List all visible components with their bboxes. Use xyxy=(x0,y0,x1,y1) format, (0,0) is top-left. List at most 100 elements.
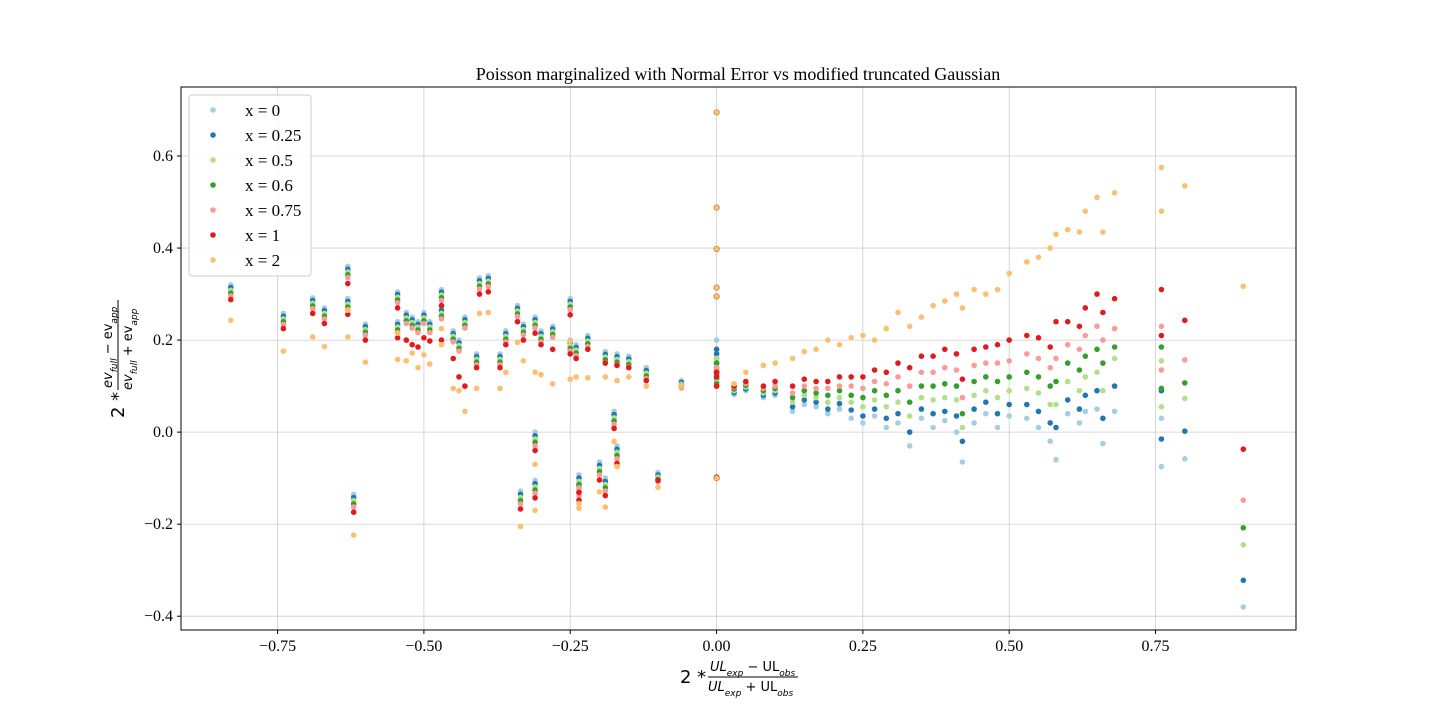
data-point-x06 xyxy=(883,392,890,399)
data-point-x075 xyxy=(1182,357,1188,363)
data-point-x075 xyxy=(438,316,445,322)
x-tick-label: 0.75 xyxy=(1142,638,1170,655)
data-point-x075 xyxy=(895,374,901,380)
data-point-x1 xyxy=(825,378,831,385)
data-point-x025 xyxy=(813,399,819,406)
data-point-x075 xyxy=(1035,355,1042,362)
data-point-x1 xyxy=(427,338,433,344)
data-point-x075 xyxy=(959,394,966,401)
data-point-x2 xyxy=(1100,229,1106,235)
data-point-x0 xyxy=(713,337,720,343)
data-point-x06 xyxy=(918,383,925,389)
data-point-x025 xyxy=(895,410,901,417)
data-point-x1 xyxy=(971,346,977,353)
data-point-x2 xyxy=(394,356,401,363)
data-point-x2 xyxy=(743,369,749,376)
data-point-x1 xyxy=(1076,323,1083,330)
legend-label: x = 0.5 xyxy=(245,151,293,170)
data-point-x06 xyxy=(813,390,819,396)
data-point-x0 xyxy=(1111,408,1118,415)
data-point-x2 xyxy=(476,310,483,317)
data-point-x0 xyxy=(1158,415,1165,422)
data-point-x075 xyxy=(860,385,866,392)
data-point-x05 xyxy=(1082,374,1089,380)
data-point-x1 xyxy=(532,447,538,454)
data-point-x075 xyxy=(532,325,538,331)
data-point-x2 xyxy=(626,374,632,380)
data-point-x1 xyxy=(476,291,483,297)
data-point-x1 xyxy=(906,364,913,371)
data-point-x075 xyxy=(321,316,328,322)
data-point-x1 xyxy=(345,311,351,318)
data-point-x025 xyxy=(942,408,948,415)
data-point-x075 xyxy=(476,286,483,292)
data-point-x0 xyxy=(983,410,989,417)
data-point-x2 xyxy=(611,438,617,445)
data-point-x075 xyxy=(602,488,609,494)
data-point-x1 xyxy=(473,364,480,371)
data-point-x1 xyxy=(789,383,796,389)
data-point-x025 xyxy=(713,346,720,353)
data-point-x1 xyxy=(813,378,819,385)
data-point-x075 xyxy=(456,348,462,354)
data-point-x2 xyxy=(567,376,573,383)
data-point-x0 xyxy=(953,429,960,435)
data-point-x1 xyxy=(309,310,316,317)
data-point-x1 xyxy=(1047,344,1053,350)
data-point-x1 xyxy=(409,341,416,348)
data-point-x2 xyxy=(772,360,778,366)
data-point-x075 xyxy=(983,360,989,366)
data-point-x025 xyxy=(713,351,720,357)
data-point-x05 xyxy=(906,413,913,419)
data-point-x2 xyxy=(549,381,556,387)
data-point-x1 xyxy=(438,337,445,343)
data-point-x025 xyxy=(994,410,1001,417)
data-point-x075 xyxy=(1100,337,1106,343)
data-point-x1 xyxy=(573,355,579,362)
legend-label: x = 0.75 xyxy=(245,201,301,220)
data-point-x05 xyxy=(1047,401,1053,408)
data-point-x1 xyxy=(403,337,410,343)
data-point-x05 xyxy=(1240,542,1247,548)
data-point-x2 xyxy=(1240,283,1247,290)
data-point-x075 xyxy=(953,367,960,373)
data-point-x2 xyxy=(415,364,421,371)
data-point-x1 xyxy=(485,289,492,295)
data-point-x2 xyxy=(228,317,234,324)
data-point-x025 xyxy=(959,438,966,445)
data-point-x05 xyxy=(994,394,1001,401)
data-point-x2 xyxy=(953,291,960,297)
data-point-x0 xyxy=(1053,456,1059,463)
data-point-x2 xyxy=(517,523,524,530)
data-point-x2 xyxy=(731,381,737,387)
data-point-x2 xyxy=(713,284,720,291)
data-point-x06 xyxy=(959,410,966,417)
data-point-x1 xyxy=(228,296,234,303)
data-point-x2 xyxy=(409,350,416,356)
data-point-x05 xyxy=(1053,401,1059,408)
data-point-x1 xyxy=(394,335,401,341)
data-point-x075 xyxy=(517,501,524,507)
data-point-x075 xyxy=(409,325,416,331)
data-point-x05 xyxy=(1158,358,1165,364)
data-point-x025 xyxy=(789,404,796,410)
y-tick-label: 0.6 xyxy=(153,148,173,165)
data-point-x1 xyxy=(520,337,527,343)
data-point-x025 xyxy=(983,399,989,406)
data-point-x025 xyxy=(1024,401,1030,408)
data-point-x2 xyxy=(1047,245,1053,251)
data-point-x2 xyxy=(403,358,410,364)
data-point-x075 xyxy=(415,329,421,336)
data-point-x1 xyxy=(462,383,468,389)
data-point-x06 xyxy=(1082,353,1089,360)
data-point-x025 xyxy=(1111,383,1118,389)
data-point-x0 xyxy=(1158,463,1165,470)
data-point-x1 xyxy=(538,341,544,348)
data-point-x05 xyxy=(918,394,925,401)
data-point-x1 xyxy=(1182,317,1188,324)
data-point-x1 xyxy=(421,335,427,341)
data-point-x0 xyxy=(860,420,866,426)
data-point-x1 xyxy=(895,360,901,366)
data-point-x2 xyxy=(760,362,767,369)
data-point-x075 xyxy=(1240,497,1247,504)
